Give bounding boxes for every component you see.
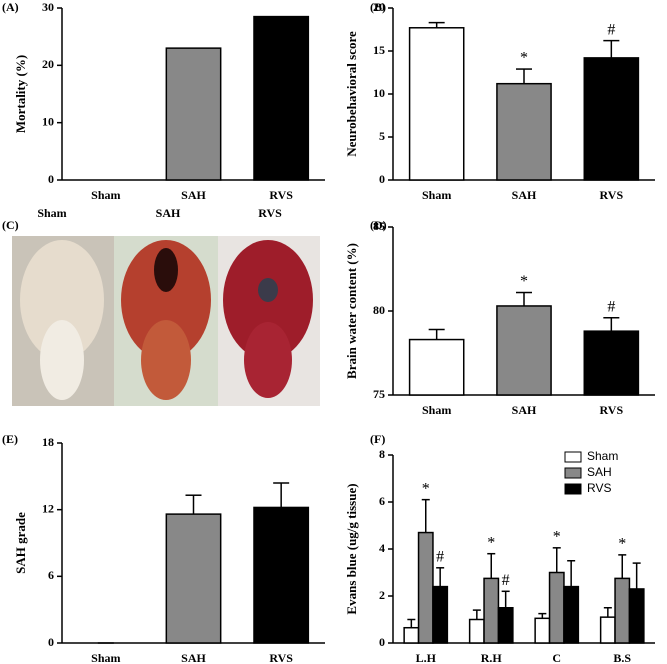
- y-tick-label: 6: [48, 568, 54, 582]
- photos: [12, 236, 320, 406]
- bar: [417, 531, 434, 644]
- x-tick-label: SAH: [512, 403, 537, 417]
- y-tick-label: 8: [379, 447, 385, 461]
- annotation: *: [618, 536, 626, 553]
- bar: [483, 577, 500, 644]
- panel-label: (E): [2, 432, 18, 446]
- y-tick-label: 4: [379, 541, 385, 555]
- legend-swatch: [564, 467, 582, 479]
- annotation: *: [487, 534, 495, 551]
- bar: [468, 618, 485, 644]
- y-tick-label: 15: [373, 43, 385, 57]
- annotation: #: [502, 572, 510, 589]
- bar: [403, 626, 420, 644]
- y-tick-label: 0: [48, 172, 54, 186]
- annotation: *: [520, 50, 528, 67]
- bar: [432, 585, 449, 644]
- legend-label: RVS: [587, 481, 611, 495]
- y-tick-label: 18: [42, 435, 54, 449]
- bar: [628, 588, 645, 644]
- y-tick-label: 30: [42, 0, 54, 14]
- bar: [583, 57, 640, 181]
- x-tick-label: SAH: [181, 651, 206, 664]
- bar: [563, 585, 580, 644]
- annotation: *: [422, 480, 430, 497]
- y-tick-label: 75: [373, 387, 385, 401]
- y-tick-label: 20: [373, 0, 385, 14]
- y-tick-label: 80: [373, 303, 385, 317]
- x-tick-label: L.H: [416, 651, 437, 664]
- legend-label: Sham: [587, 449, 618, 463]
- x-tick-label: RVS: [269, 188, 293, 202]
- y-tick-label: 6: [379, 494, 385, 508]
- x-tick-label: RVS: [600, 188, 624, 202]
- annotation: #: [436, 548, 444, 565]
- x-tick-label: SAH: [512, 188, 537, 202]
- x-tick-label: Sham: [422, 403, 451, 417]
- y-tick-label: 12: [42, 501, 54, 515]
- legend-swatch: [564, 483, 582, 495]
- bar: [497, 607, 514, 644]
- panel-label: (D): [370, 218, 387, 232]
- bar: [496, 82, 552, 181]
- photo-caption: RVS: [258, 206, 282, 220]
- y-tick-label: 20: [42, 57, 54, 71]
- y-tick-label: 2: [379, 588, 385, 602]
- y-tick-label: 0: [379, 172, 385, 186]
- x-tick-label: SAH: [181, 188, 206, 202]
- annotation: *: [553, 528, 561, 545]
- y-axis-label: SAH grade: [13, 512, 28, 574]
- panel-label: (C): [2, 218, 19, 232]
- bar: [253, 15, 310, 181]
- panel-label: (B): [370, 0, 386, 14]
- y-tick-label: 85: [373, 219, 385, 233]
- y-tick-label: 0: [379, 635, 385, 649]
- y-tick-label: 10: [373, 86, 385, 100]
- y-axis-label: Neurobehavioral score: [344, 31, 359, 157]
- x-tick-label: Sham: [91, 188, 120, 202]
- panel-label: (F): [370, 432, 385, 446]
- legend-label: SAH: [587, 465, 612, 479]
- panel-label: (A): [2, 0, 19, 14]
- bar: [548, 571, 565, 644]
- x-tick-label: C: [552, 651, 561, 664]
- y-axis-label: Mortality (%): [13, 55, 28, 133]
- bar: [408, 338, 465, 396]
- x-tick-label: B.S: [613, 651, 631, 664]
- x-tick-label: RVS: [600, 403, 624, 417]
- photo-caption: SAH: [156, 206, 181, 220]
- bar: [253, 506, 310, 644]
- bar: [165, 47, 222, 181]
- y-tick-label: 0: [48, 635, 54, 649]
- annotation: #: [607, 298, 615, 315]
- bar: [496, 305, 552, 396]
- bar: [534, 617, 551, 644]
- annotation: #: [607, 21, 615, 38]
- bar: [614, 577, 631, 644]
- bar: [408, 27, 465, 181]
- x-tick-label: RVS: [269, 651, 293, 664]
- photo-caption: Sham: [37, 206, 66, 220]
- y-tick-label: 10: [42, 114, 54, 128]
- x-tick-label: Sham: [91, 651, 120, 664]
- bar: [165, 513, 222, 644]
- y-axis-label: Brain water content (%): [344, 243, 359, 379]
- x-tick-label: R.H: [481, 651, 503, 664]
- y-axis-label: Evans blue (ug/g tissue): [344, 483, 359, 614]
- annotation: *: [520, 273, 528, 290]
- x-tick-label: Sham: [422, 188, 451, 202]
- bar: [583, 330, 640, 396]
- legend-swatch: [564, 451, 582, 463]
- y-tick-label: 5: [379, 129, 385, 143]
- bar: [599, 616, 616, 644]
